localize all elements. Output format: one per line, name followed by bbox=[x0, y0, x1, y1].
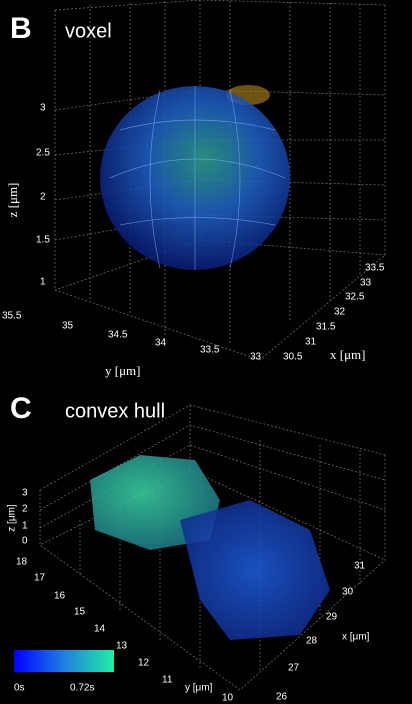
y-tick-label: 35.5 bbox=[2, 311, 22, 322]
y-tick-label: 10 bbox=[222, 693, 234, 704]
panel-title: voxel bbox=[65, 20, 112, 42]
x-tick-label: 31 bbox=[305, 337, 317, 348]
y-tick-label: 34 bbox=[155, 338, 167, 349]
x-axis-label: x [μm] bbox=[342, 632, 370, 643]
x-tick-label: 31 bbox=[354, 561, 366, 572]
x-tick-label: 32.5 bbox=[345, 292, 365, 303]
y-tick-label: 15 bbox=[74, 607, 86, 618]
x-tick-label: 26 bbox=[276, 692, 288, 703]
body: Bvoxelz [μm]y [μm]x [μm]32.521.5135.5353… bbox=[0, 0, 412, 704]
panel-letter: B bbox=[10, 12, 32, 45]
y-tick-label: 11 bbox=[162, 675, 173, 686]
x-tick-label: 32 bbox=[334, 307, 346, 318]
x-tick-label: 27 bbox=[288, 663, 300, 674]
x-axis-label: x [μm] bbox=[330, 347, 366, 362]
z-tick-label: 1.5 bbox=[36, 235, 50, 246]
z-tick-label: 1 bbox=[22, 521, 28, 532]
z-tick-label: 3 bbox=[40, 103, 46, 114]
y-tick-label: 14 bbox=[94, 624, 106, 635]
y-tick-label: 13 bbox=[116, 641, 128, 652]
x-tick-label: 28 bbox=[306, 636, 318, 647]
y-tick-label: 18 bbox=[16, 557, 28, 568]
z-axis-label: z [μm] bbox=[5, 183, 20, 218]
z-tick-label: 2.5 bbox=[36, 148, 50, 159]
hull-late bbox=[180, 500, 330, 640]
colorbar-max: 0.72s bbox=[70, 683, 94, 694]
y-axis-label: y [μm] bbox=[105, 363, 141, 378]
y-axis-label: y [μm] bbox=[185, 683, 213, 694]
colorbar-min: 0s bbox=[14, 683, 25, 694]
x-tick-label: 30 bbox=[342, 587, 354, 598]
x-tick-label: 30.5 bbox=[283, 352, 303, 363]
panel-letter: C bbox=[10, 392, 32, 425]
x-tick-label: 29 bbox=[326, 612, 338, 623]
x-tick-label: 33.5 bbox=[365, 263, 385, 274]
x-tick-label: 33 bbox=[360, 278, 372, 289]
panel-title: convex hull bbox=[65, 400, 165, 422]
z-tick-label: 1 bbox=[40, 277, 46, 288]
y-tick-label: 16 bbox=[54, 591, 66, 602]
y-tick-label: 33 bbox=[250, 352, 262, 363]
z-tick-label: 2 bbox=[40, 192, 46, 203]
page: {"panels":[ {"letter":"B","title":"voxel… bbox=[0, 0, 412, 704]
z-tick-label: 0 bbox=[22, 536, 28, 547]
y-tick-label: 33.5 bbox=[200, 345, 220, 356]
colorbar bbox=[14, 650, 114, 672]
y-tick-label: 12 bbox=[138, 658, 150, 669]
z-axis-label: z [μm] bbox=[7, 504, 18, 532]
z-tick-label: 3 bbox=[22, 488, 28, 499]
y-tick-label: 34.5 bbox=[108, 330, 128, 341]
z-tick-label: 2 bbox=[22, 504, 28, 515]
y-tick-label: 35 bbox=[62, 321, 74, 332]
y-tick-label: 17 bbox=[34, 573, 46, 584]
x-tick-label: 31.5 bbox=[316, 322, 336, 333]
figure: Bvoxelz [μm]y [μm]x [μm]32.521.5135.5353… bbox=[0, 0, 412, 704]
